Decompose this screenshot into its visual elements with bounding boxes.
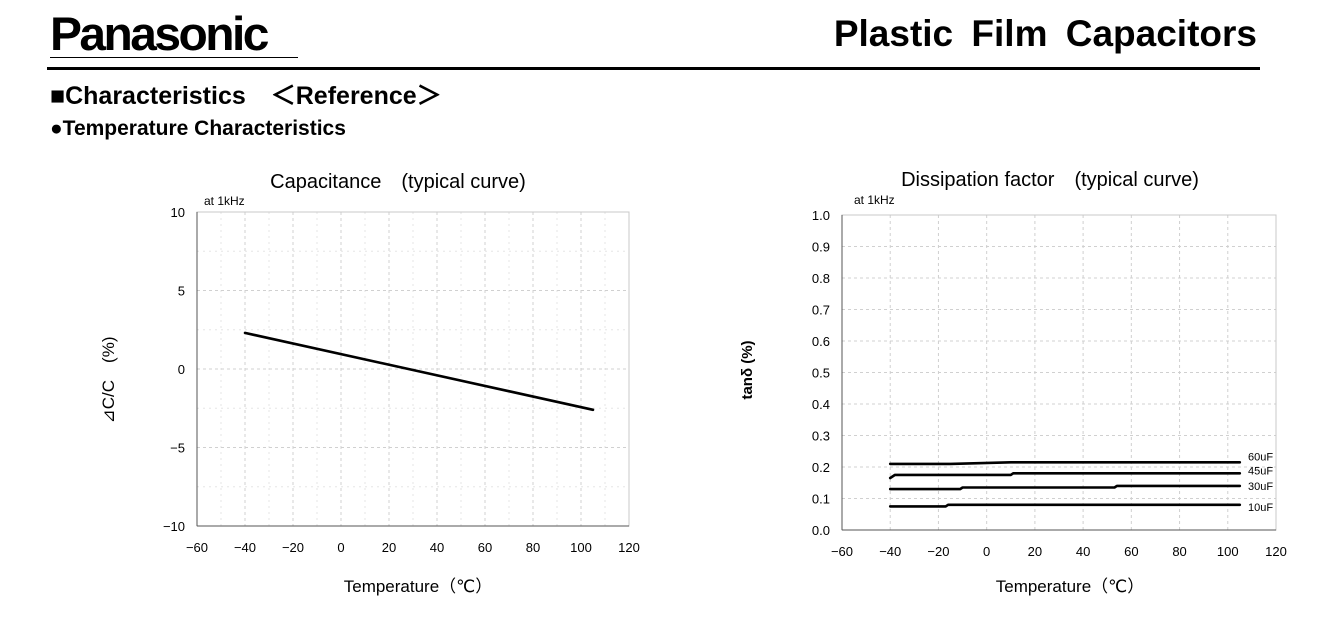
y-tick-label: 0.6 (812, 334, 830, 349)
y-tick-label: 0.4 (812, 397, 830, 412)
series-line-45uf (888, 471, 1242, 480)
measurement-note: at 1kHz (204, 194, 245, 208)
x-tick-label: 20 (382, 540, 396, 555)
series-line-30uf (888, 484, 1242, 491)
series-line-60uf (888, 460, 1242, 466)
x-tick-label: 120 (1265, 544, 1287, 559)
x-tick-label: 100 (570, 540, 592, 555)
x-tick-label: 40 (430, 540, 444, 555)
header-divider (47, 67, 1260, 70)
x-tick-label: 0 (983, 544, 990, 559)
series-line-0 (243, 331, 595, 412)
y-axis-label: ⊿C/C (%) (99, 337, 118, 424)
x-tick-label: 0 (337, 540, 344, 555)
x-tick-label: 120 (618, 540, 640, 555)
y-tick-label: 0.5 (812, 366, 830, 381)
y-tick-label: 0 (178, 362, 185, 377)
x-tick-label: 20 (1028, 544, 1042, 559)
x-tick-label: −20 (282, 540, 304, 555)
y-tick-label: 1.0 (812, 208, 830, 223)
x-axis-label: Temperature（℃） (996, 577, 1145, 596)
x-tick-label: 40 (1076, 544, 1090, 559)
section-subtitle: ●Temperature Characteristics (50, 117, 346, 140)
chart-title: Capacitance (typical curve) (270, 171, 526, 193)
y-tick-label: −5 (170, 441, 185, 456)
y-tick-label: 0.0 (812, 523, 830, 538)
y-tick-label: 0.3 (812, 429, 830, 444)
logo-underline (50, 57, 298, 58)
x-tick-label: −40 (234, 540, 256, 555)
section-title: ■Characteristics ＜Reference＞ (50, 82, 442, 110)
x-tick-label: 80 (1172, 544, 1186, 559)
panasonic-logo: Panasonic (50, 7, 269, 60)
x-axis-label: Temperature（℃） (344, 577, 493, 596)
y-tick-label: −10 (163, 519, 185, 534)
x-tick-label: 60 (1124, 544, 1138, 559)
capacitance-chart: −60 −40 −20 0 20 40 60 80 100 120 10 5 0 −5 −10 Capacit… (99, 171, 640, 596)
x-tick-label: 80 (526, 540, 540, 555)
y-tick-label: 10 (171, 205, 185, 220)
chart-title: Dissipation factor (typical curve) (901, 169, 1199, 191)
y-axis-label: tanδ (%) (739, 340, 756, 399)
x-tick-label: −60 (186, 540, 208, 555)
series-label-30uf: 30uF (1248, 481, 1273, 493)
x-tick-label: 60 (478, 540, 492, 555)
y-tick-label: 5 (178, 284, 185, 299)
y-tick-label: 0.1 (812, 492, 830, 507)
measurement-note: at 1kHz (854, 193, 895, 207)
series-label-45uf: 45uF (1248, 465, 1273, 477)
y-tick-label: 0.9 (812, 240, 830, 255)
x-tick-label: −60 (831, 544, 853, 559)
series-label-60uf: 60uF (1248, 451, 1273, 463)
y-tick-label: 0.8 (812, 271, 830, 286)
y-tick-label: 0.7 (812, 303, 830, 318)
document-title: Plastic Film Capacitors (833, 13, 1257, 54)
y-tick-label: 0.2 (812, 460, 830, 475)
x-tick-label: −20 (927, 544, 949, 559)
x-tick-label: −40 (879, 544, 901, 559)
x-tick-label: 100 (1217, 544, 1239, 559)
series-label-10uf: 10uF (1248, 502, 1273, 514)
series-line-10uf (888, 503, 1242, 508)
